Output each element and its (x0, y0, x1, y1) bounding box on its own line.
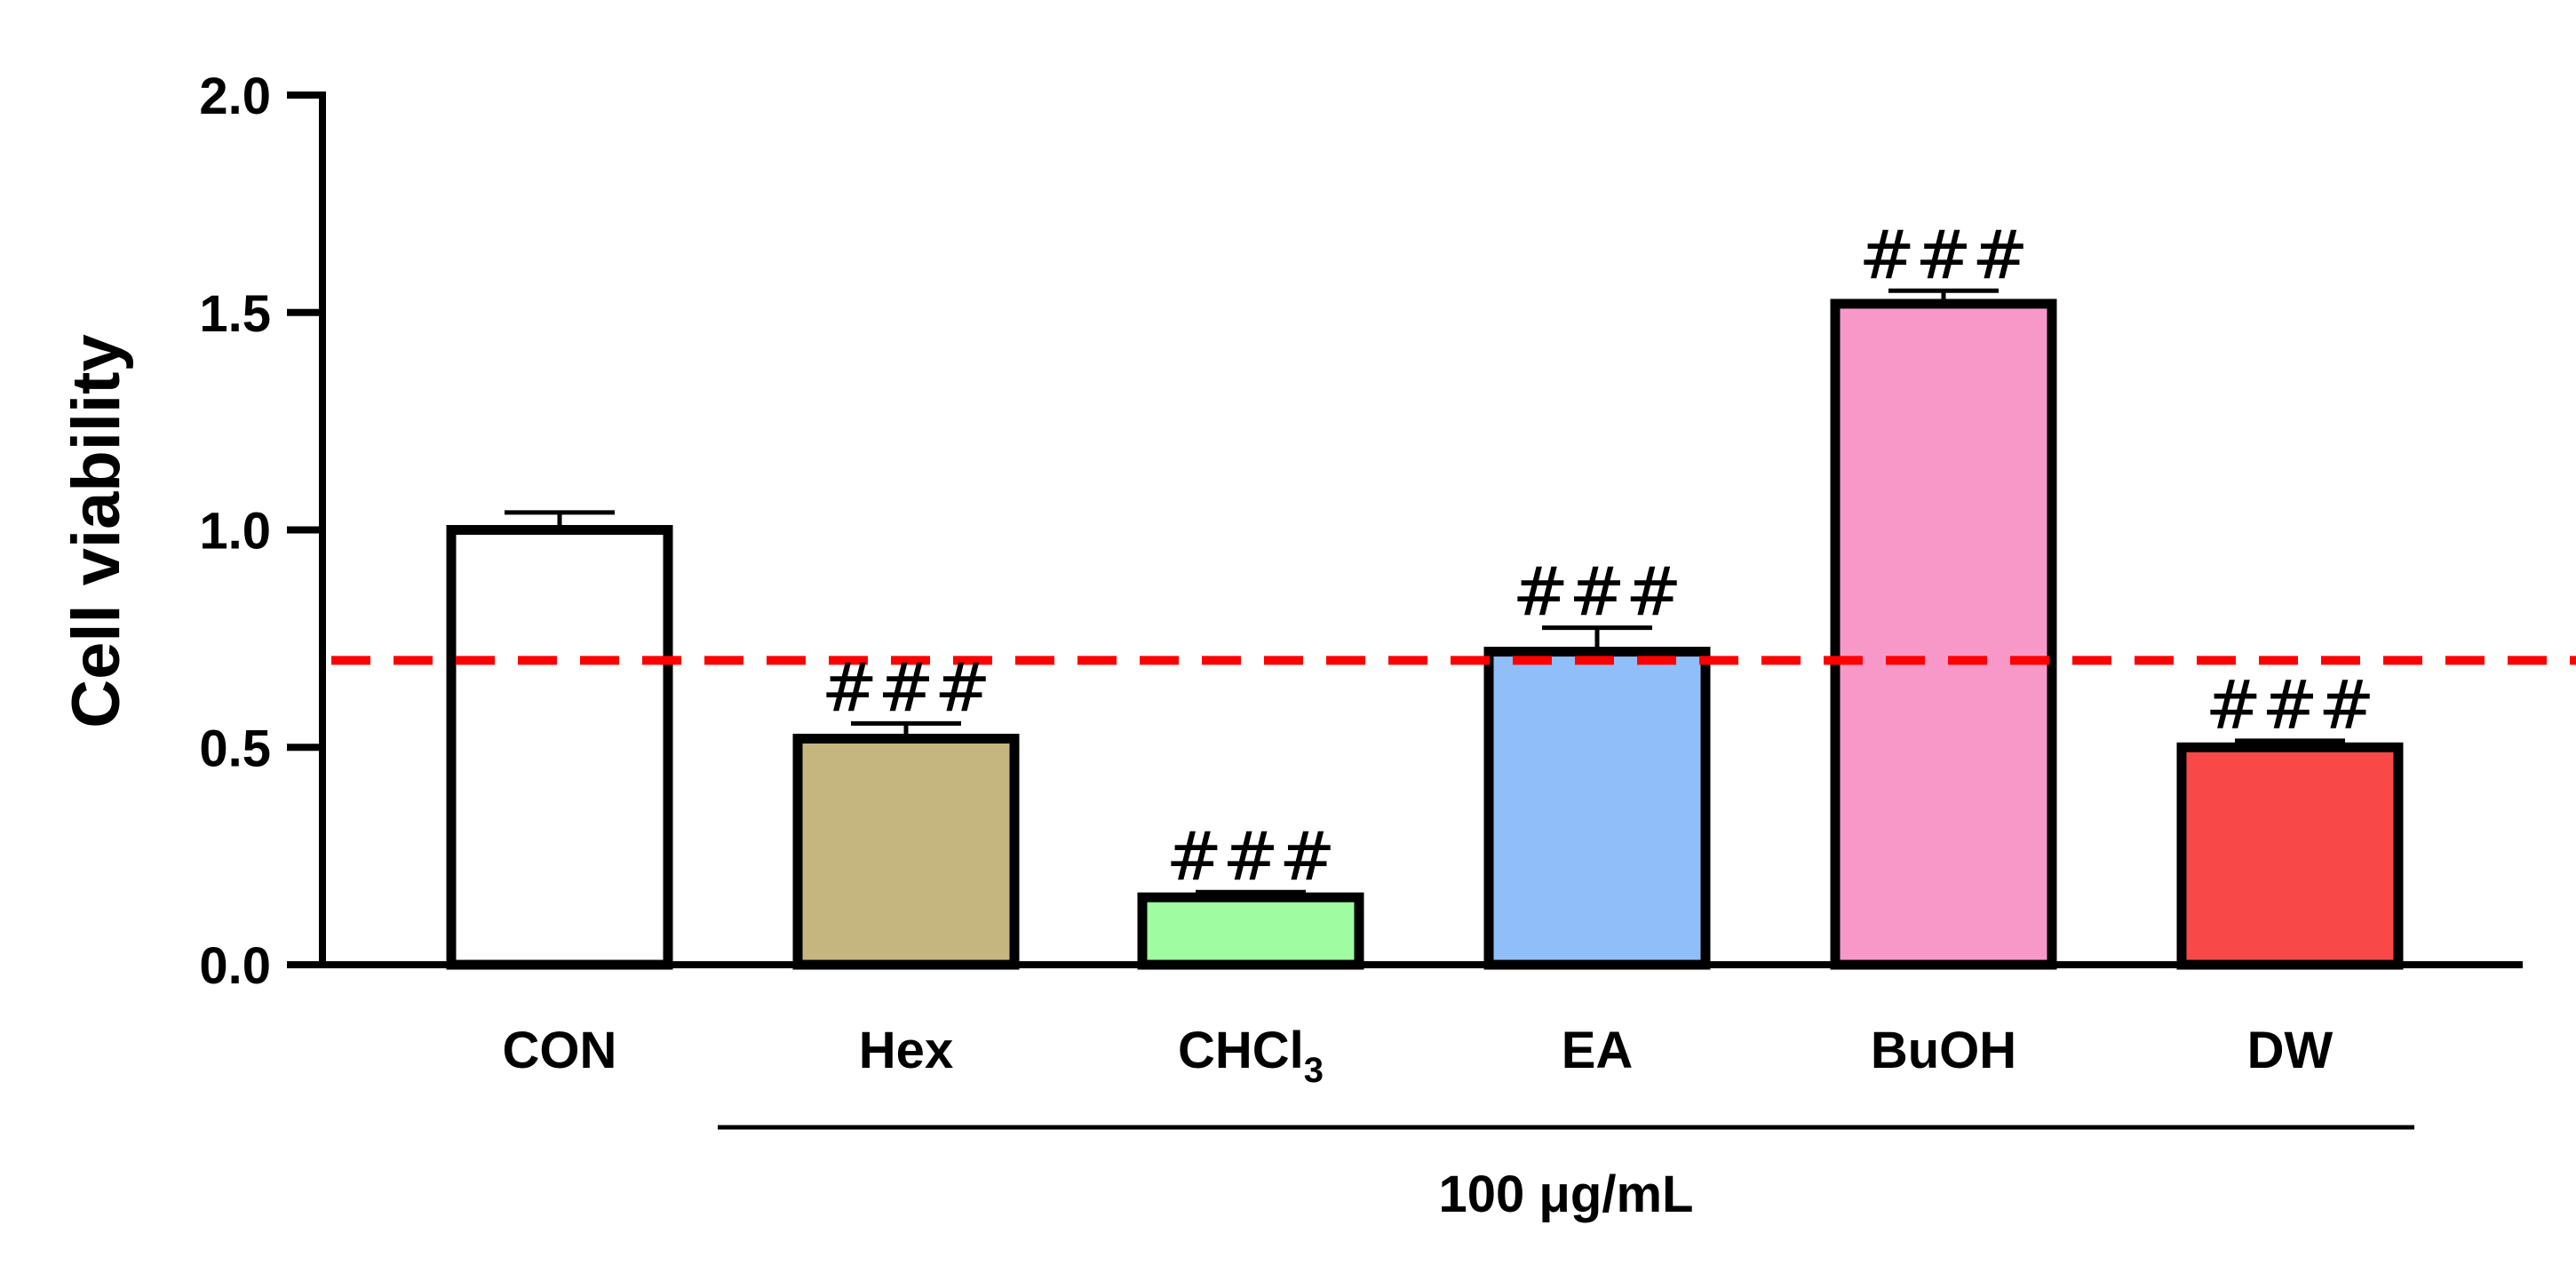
x-tick-label: CHCl3 (1178, 1022, 1324, 1090)
significance-mark: ### (821, 648, 990, 727)
y-tick-label: 0.5 (199, 720, 271, 777)
bar-hex (792, 733, 1020, 970)
y-axis-label: Cell viability (59, 334, 134, 728)
significance-mark: ### (1512, 553, 1682, 632)
y-tick-label: 0.0 (199, 937, 271, 995)
bar-ea (1483, 647, 1711, 970)
x-tick-label: DW (2247, 1022, 2334, 1079)
x-tick-label: BuOH (1871, 1022, 2016, 1079)
significance-mark: ### (2205, 665, 2374, 744)
bars (331, 288, 2576, 970)
y-tick-label: 1.5 (199, 285, 271, 343)
bar-chcl (1137, 892, 1364, 970)
y-tick-label: 1.0 (199, 503, 271, 561)
group-bracket-label: 100 μg/mL (1439, 1166, 1694, 1223)
axes: 0.0 0.5 1.0 1.5 2.0 (199, 68, 2523, 995)
labels: Cell viability CON ### Hex ### CHCl3 ### EA ### B… (59, 215, 2414, 1223)
x-tick-label: Hex (859, 1022, 953, 1079)
y-tick-label: 2.0 (199, 68, 271, 125)
bar-dw (2176, 742, 2404, 970)
bar-buoh (1830, 298, 2057, 970)
x-tick-label: CON (503, 1022, 617, 1079)
bar-con (446, 525, 673, 970)
x-tick-label: EA (1562, 1022, 1634, 1079)
significance-mark: ### (1165, 816, 1335, 895)
significance-mark: ### (1858, 215, 2028, 294)
